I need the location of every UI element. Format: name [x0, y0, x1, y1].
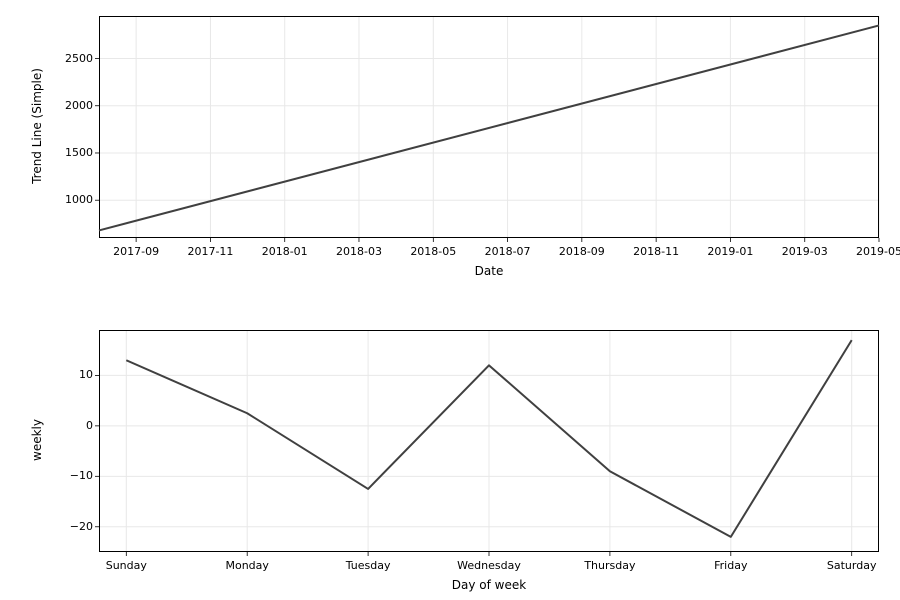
ytick-label: 0	[86, 419, 93, 432]
top-chart-ylabel: Trend Line (Simple)	[30, 26, 44, 226]
xtick-label: 2018-09	[559, 245, 605, 258]
ytick-label: 1500	[65, 146, 93, 159]
xtick-label: 2019-03	[782, 245, 828, 258]
xtick-label: 2019-01	[707, 245, 753, 258]
xtick-label: Tuesday	[346, 559, 391, 572]
xtick-label: Monday	[225, 559, 268, 572]
xtick-label: 2018-07	[485, 245, 531, 258]
ytick-label: 2500	[65, 52, 93, 65]
xtick-label: Thursday	[584, 559, 635, 572]
bottom-chart-svg	[99, 330, 879, 552]
xtick-label: 2017-09	[113, 245, 159, 258]
ytick-label: −20	[70, 520, 93, 533]
xtick-label: 2017-11	[187, 245, 233, 258]
xtick-label: Sunday	[106, 559, 147, 572]
figure: Trend Line (Simple) Date 2017-09 2017-11 2…	[0, 0, 900, 600]
ytick-label: 1000	[65, 193, 93, 206]
top-chart	[99, 16, 879, 238]
xtick-label: 2018-03	[336, 245, 382, 258]
xtick-label: 2018-05	[410, 245, 456, 258]
xtick-label: Friday	[714, 559, 747, 572]
bottom-chart-xlabel: Day of week	[452, 578, 526, 592]
data-line	[99, 25, 879, 230]
ytick-label: −10	[70, 469, 93, 482]
top-chart-svg	[99, 16, 879, 238]
xtick-label: 2019-05	[856, 245, 900, 258]
xtick-label: Wednesday	[457, 559, 521, 572]
ytick-label: 2000	[65, 99, 93, 112]
xtick-label: Saturday	[827, 559, 877, 572]
xtick-label: 2018-11	[633, 245, 679, 258]
bottom-chart-ylabel: weekly	[30, 340, 44, 540]
xtick-label: 2018-01	[262, 245, 308, 258]
top-chart-xlabel: Date	[475, 264, 504, 278]
ytick-label: 10	[79, 368, 93, 381]
bottom-chart	[99, 330, 879, 552]
